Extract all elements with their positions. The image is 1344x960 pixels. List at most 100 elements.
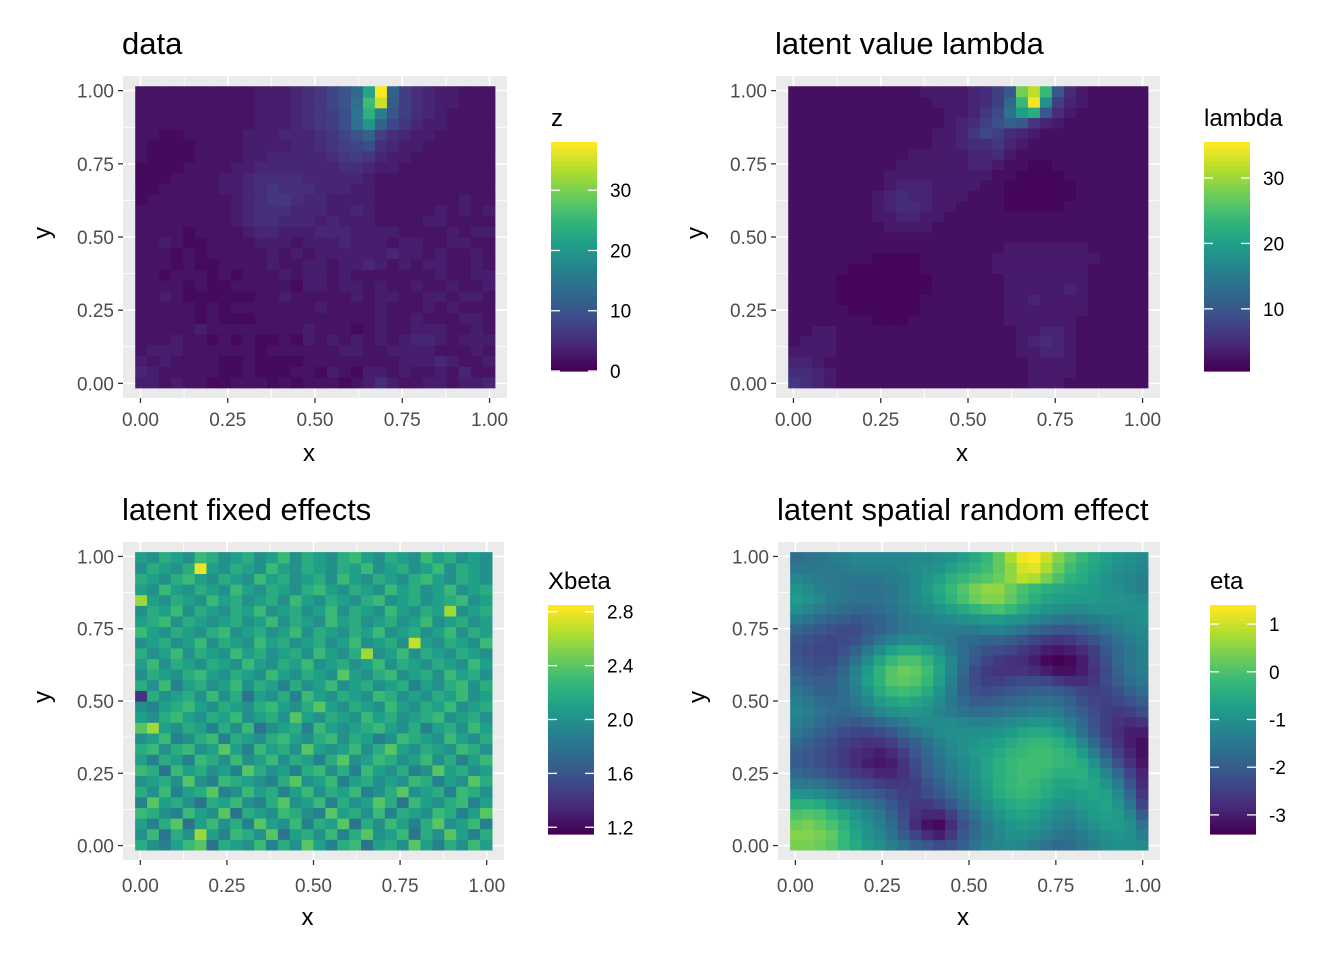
heatmap-cell <box>969 552 982 563</box>
heatmap-cell <box>338 237 352 249</box>
heatmap-cell <box>992 767 1006 779</box>
heatmap-cell <box>147 215 160 227</box>
heatmap-cell <box>242 669 255 681</box>
heatmap-cell <box>432 743 445 755</box>
heatmap-cell <box>1088 603 1101 615</box>
heatmap-cell <box>218 562 231 574</box>
heatmap-cell <box>908 346 921 358</box>
heatmap-cell <box>458 312 472 324</box>
legend-gradient-step <box>548 646 594 652</box>
heatmap-cell <box>872 335 885 347</box>
heatmap-cell <box>921 634 934 646</box>
heatmap-cell <box>1123 86 1137 98</box>
heatmap-cell <box>788 294 801 306</box>
heatmap-cell <box>384 594 398 606</box>
heatmap-cell <box>350 107 364 120</box>
heatmap-cell <box>836 117 849 129</box>
heatmap-cell <box>384 658 398 670</box>
legend-gradient-step <box>551 241 597 246</box>
legend-label: 1.6 <box>607 764 633 785</box>
heatmap-cell <box>800 262 813 274</box>
heatmap-cell <box>231 269 244 281</box>
heatmap-cell <box>1099 335 1113 347</box>
heatmap-cell <box>1075 314 1089 326</box>
heatmap-cell <box>444 754 457 766</box>
heatmap-cell <box>1076 788 1089 800</box>
heatmap-cell <box>326 150 340 163</box>
heatmap-cell <box>422 193 436 206</box>
heatmap-cell <box>384 552 398 564</box>
heatmap-cell <box>147 732 160 745</box>
heatmap-cell <box>159 204 172 217</box>
heatmap-cell <box>837 747 851 759</box>
heatmap-cell <box>374 140 388 152</box>
heatmap-cell <box>956 252 969 264</box>
heatmap-cell <box>349 828 362 840</box>
heatmap-cell <box>1063 242 1077 254</box>
heatmap-cell <box>1111 366 1125 378</box>
heatmap-cell <box>420 828 434 840</box>
heatmap-cell <box>1063 221 1077 233</box>
heatmap-cell <box>458 355 472 367</box>
heatmap-cell <box>979 231 993 243</box>
heatmap-cell <box>386 107 400 120</box>
legend-gradient-step <box>551 325 597 330</box>
heatmap-cell <box>992 798 1006 810</box>
heatmap-cell <box>384 732 398 745</box>
heatmap-cell <box>206 679 219 691</box>
heatmap-cell <box>479 775 493 787</box>
heatmap-cell <box>265 732 279 745</box>
heatmap-cell <box>980 552 994 563</box>
heatmap-cell <box>908 252 921 264</box>
heatmap-cell <box>135 584 148 596</box>
heatmap-cell <box>1052 572 1065 584</box>
heatmap-cell <box>1135 366 1149 378</box>
heatmap-cell <box>897 716 910 728</box>
heatmap-cell <box>362 97 376 109</box>
heatmap-cell <box>456 679 469 691</box>
heatmap-cell <box>908 231 921 243</box>
heatmap-cell <box>920 190 933 202</box>
heatmap-cell <box>255 290 268 303</box>
heatmap-cell <box>1075 107 1089 119</box>
legend-gradient-step <box>548 719 594 724</box>
heatmap-cell <box>420 764 434 777</box>
heatmap-cell <box>170 594 184 606</box>
legend-gradient-step <box>548 658 594 663</box>
heatmap-cell <box>374 366 388 378</box>
heatmap-cell <box>1016 665 1030 676</box>
y-tick-label: 0.00 <box>77 374 114 395</box>
heatmap-cell <box>337 839 350 851</box>
heatmap-cell <box>1052 562 1065 574</box>
heatmap-cell <box>1016 552 1030 563</box>
heatmap-cell <box>456 807 469 819</box>
heatmap-cell <box>468 658 481 670</box>
heatmap-cell <box>267 129 280 141</box>
heatmap-cell <box>1135 695 1149 707</box>
legend-gradient-step <box>1204 229 1250 235</box>
heatmap-cell <box>243 247 256 260</box>
heatmap-cell <box>396 669 410 681</box>
heatmap-cell <box>1040 634 1054 646</box>
heatmap-cell <box>1099 366 1113 378</box>
heatmap-cell <box>1135 377 1149 389</box>
heatmap-cell <box>446 97 460 109</box>
heatmap-cell <box>170 796 184 808</box>
heatmap-cell <box>908 117 921 129</box>
heatmap-cell <box>790 562 803 574</box>
heatmap-cell <box>1052 593 1065 605</box>
heatmap-cell <box>135 658 148 670</box>
heatmap-cell <box>825 767 839 779</box>
heatmap-cell <box>1003 127 1017 139</box>
heatmap-cell <box>444 669 457 681</box>
heatmap-cell <box>920 242 933 254</box>
heatmap-cell <box>1040 623 1054 635</box>
heatmap-cell <box>218 658 231 670</box>
heatmap-cell <box>207 183 220 195</box>
y-tick-label: 0.75 <box>730 155 767 176</box>
heatmap-cell <box>135 679 148 691</box>
heatmap-cell <box>279 376 292 389</box>
heatmap-cell <box>444 775 457 787</box>
heatmap-cell <box>1064 613 1077 625</box>
